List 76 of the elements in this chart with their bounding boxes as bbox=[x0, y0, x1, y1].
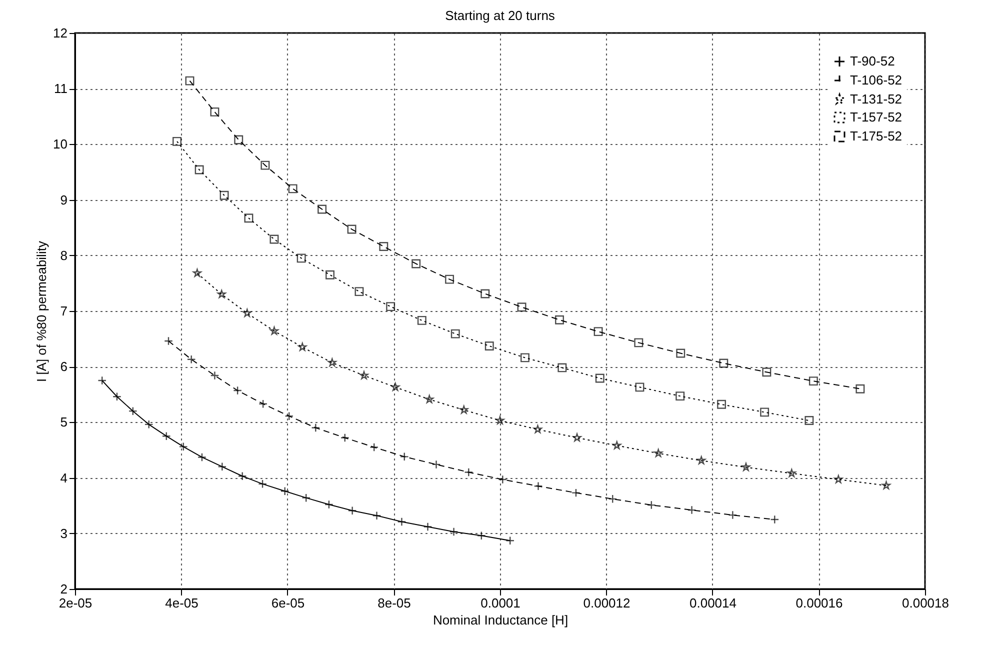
y-tick-label: 4 bbox=[60, 470, 68, 486]
point bbox=[719, 358, 728, 368]
point bbox=[484, 342, 494, 350]
point bbox=[558, 363, 567, 372]
y-tick-label: 7 bbox=[60, 304, 68, 318]
x-tick-label: 8e-05 bbox=[378, 596, 411, 610]
point bbox=[676, 392, 685, 401]
legend-label: T-90-52 bbox=[850, 54, 895, 68]
point bbox=[445, 274, 454, 284]
point bbox=[354, 287, 364, 296]
point bbox=[742, 462, 750, 471]
point bbox=[288, 184, 298, 194]
x-tick-label: 0.00016 bbox=[796, 596, 843, 610]
point bbox=[217, 290, 226, 298]
x-tick-label: 2e-05 bbox=[58, 596, 92, 610]
point bbox=[210, 107, 220, 116]
point bbox=[194, 165, 204, 174]
point bbox=[220, 190, 229, 200]
point bbox=[634, 338, 644, 348]
point bbox=[270, 234, 279, 244]
x-tick-label: 0.00014 bbox=[690, 596, 736, 610]
legend-label: T-175-52 bbox=[850, 128, 902, 144]
point bbox=[185, 76, 194, 86]
point bbox=[635, 382, 644, 392]
point bbox=[347, 224, 356, 234]
point bbox=[717, 400, 726, 409]
point bbox=[520, 353, 530, 362]
point bbox=[244, 214, 254, 223]
x-tick-label: 6e-05 bbox=[271, 596, 305, 610]
point bbox=[260, 160, 270, 170]
chart-title: Starting at 20 turns bbox=[445, 8, 556, 23]
point bbox=[517, 302, 526, 312]
y-tick-label: 5 bbox=[60, 414, 68, 430]
point bbox=[808, 376, 818, 386]
point bbox=[760, 408, 770, 417]
point bbox=[318, 204, 327, 214]
point bbox=[594, 327, 603, 336]
point bbox=[172, 136, 182, 146]
point bbox=[804, 416, 814, 426]
legend-label: T-131-52 bbox=[850, 92, 902, 106]
y-axis-title: I [A] of %80 permeability bbox=[34, 240, 50, 382]
point bbox=[412, 259, 421, 268]
y-tick-label: 9 bbox=[60, 192, 68, 208]
point bbox=[595, 374, 604, 383]
y-tick-label: 2 bbox=[60, 582, 68, 596]
point bbox=[234, 135, 244, 144]
y-tick-label: 11 bbox=[54, 81, 68, 96]
point bbox=[460, 405, 468, 414]
point bbox=[676, 348, 686, 358]
legend-label: T-106-52 bbox=[850, 72, 902, 88]
x-axis-title: Nominal Inductance [H] bbox=[432, 612, 568, 628]
y-tick-label: 12 bbox=[53, 26, 68, 40]
point bbox=[834, 474, 843, 484]
point bbox=[417, 316, 426, 325]
point bbox=[296, 254, 306, 263]
point bbox=[242, 308, 252, 317]
y-tick-label: 8 bbox=[60, 248, 68, 263]
point bbox=[555, 315, 564, 324]
point bbox=[379, 242, 388, 251]
x-tick-label: 4e-05 bbox=[165, 596, 198, 610]
point bbox=[328, 358, 336, 366]
point bbox=[326, 270, 334, 280]
point bbox=[572, 433, 582, 442]
point bbox=[450, 329, 460, 338]
y-tick-label: 10 bbox=[53, 136, 68, 152]
point bbox=[856, 384, 865, 394]
point bbox=[386, 302, 396, 312]
x-tick-label: 0.00012 bbox=[583, 596, 630, 610]
x-tick-label: 0.00018 bbox=[902, 596, 949, 610]
point bbox=[425, 394, 434, 404]
point bbox=[480, 289, 490, 298]
legend-label: T-157-52 bbox=[850, 110, 902, 124]
y-tick-label: 3 bbox=[60, 526, 68, 541]
y-tick-label: 6 bbox=[60, 359, 68, 374]
point bbox=[762, 368, 772, 377]
x-tick-label: 0.0001 bbox=[480, 596, 520, 610]
